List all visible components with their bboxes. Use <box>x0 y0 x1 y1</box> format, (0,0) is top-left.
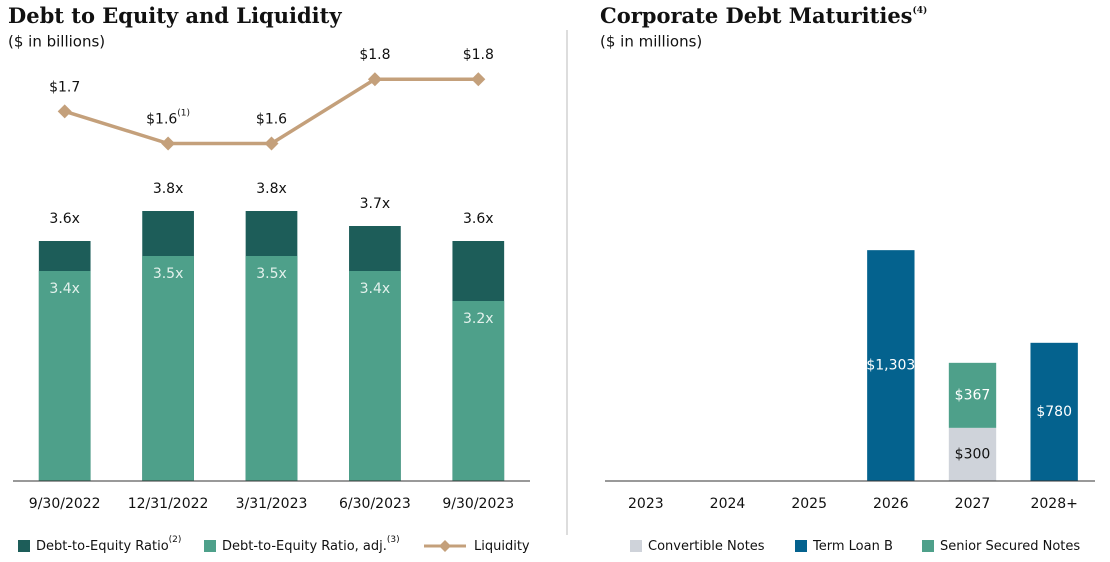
line-marker <box>264 136 279 151</box>
chart-title: Debt to Equity and Liquidity <box>8 3 342 28</box>
legend-label-main: Liquidity <box>474 539 530 554</box>
footnote: (2) <box>169 535 182 545</box>
x-tick-label: 2028+ <box>1030 496 1077 512</box>
line-label: $1.8 <box>463 47 494 63</box>
bar-segment <box>867 250 915 481</box>
legend-swatch <box>18 540 30 552</box>
bar-label: $367 <box>955 387 991 403</box>
chart-subtitle: ($ in millions) <box>600 33 702 51</box>
bar-label: $780 <box>1036 404 1072 420</box>
x-tick-label: 12/31/2022 <box>128 496 209 512</box>
legend-label: Debt-to-Equity Ratio(2) <box>36 535 181 554</box>
bar-label: 3.5x <box>256 266 287 282</box>
chart-title: Corporate Debt Maturities(4) <box>600 3 927 28</box>
line-label: $1.6 <box>256 112 287 128</box>
legend-label-main: Senior Secured Notes <box>940 539 1080 554</box>
line-label-main: $1.8 <box>359 47 390 63</box>
bar-segment <box>1030 342 1078 481</box>
bar-segment <box>948 362 997 428</box>
line-label-main: $1.6 <box>146 112 177 128</box>
bar-label: 3.6x <box>49 211 80 227</box>
line-marker <box>161 136 176 151</box>
bar-label: 3.8x <box>153 181 184 197</box>
bar-label: 3.7x <box>360 196 391 212</box>
chart-subtitle: ($ in billions) <box>8 33 105 51</box>
legend-label: Senior Secured Notes <box>940 539 1080 554</box>
legend-swatch <box>204 540 216 552</box>
legend-label-main: Convertible Notes <box>648 539 765 554</box>
bar-label: 3.6x <box>463 211 494 227</box>
legend-label-main: Debt-to-Equity Ratio <box>36 539 169 554</box>
chart-title-main: Debt to Equity and Liquidity <box>8 3 342 28</box>
line-marker <box>471 72 486 87</box>
x-tick-label: 2025 <box>791 496 827 512</box>
legend-label-main: Term Loan B <box>812 539 893 554</box>
x-tick-label: 6/30/2023 <box>339 496 411 512</box>
x-tick-label: 2027 <box>955 496 991 512</box>
line-label-main: $1.6 <box>256 112 287 128</box>
bar-segment <box>948 427 997 481</box>
line-marker <box>367 72 382 87</box>
line-label: $1.7 <box>49 79 80 95</box>
bar-label: 3.8x <box>256 181 287 197</box>
legend-marker <box>439 540 451 552</box>
chart-title-main: Corporate Debt Maturities <box>600 3 913 28</box>
x-tick-label: 2024 <box>710 496 746 512</box>
bar <box>142 256 194 481</box>
bar <box>38 271 91 481</box>
footnote: (1) <box>177 108 190 118</box>
footnote: (3) <box>387 535 400 545</box>
legend-label: Liquidity <box>474 539 530 554</box>
bar-label: 3.5x <box>153 266 184 282</box>
bar-label: $1,303 <box>866 358 915 374</box>
line-marker <box>57 104 72 119</box>
x-tick-label: 3/31/2023 <box>236 496 308 512</box>
line-label-main: $1.7 <box>49 79 80 95</box>
bar-label: $300 <box>955 446 991 462</box>
bar <box>452 301 505 481</box>
legend-label: Debt-to-Equity Ratio, adj.(3) <box>222 535 400 554</box>
bar-label: 3.4x <box>49 281 80 297</box>
footnote: (4) <box>913 5 928 16</box>
line-label-main: $1.8 <box>463 47 494 63</box>
line-label: $1.6(1) <box>146 108 190 128</box>
bar-label: 3.4x <box>360 281 391 297</box>
x-tick-label: 2026 <box>873 496 909 512</box>
legend-swatch <box>795 540 807 552</box>
bar-label: 3.2x <box>463 311 494 327</box>
x-tick-label: 9/30/2022 <box>29 496 101 512</box>
legend-label: Convertible Notes <box>648 539 765 554</box>
x-tick-label: 2023 <box>628 496 664 512</box>
line-label: $1.8 <box>359 47 390 63</box>
bar <box>349 271 401 481</box>
legend-swatch <box>922 540 934 552</box>
legend-swatch <box>630 540 642 552</box>
legend-label-main: Debt-to-Equity Ratio, adj. <box>222 539 387 554</box>
legend-label: Term Loan B <box>812 539 893 554</box>
bar <box>245 256 298 481</box>
x-tick-label: 9/30/2023 <box>442 496 514 512</box>
